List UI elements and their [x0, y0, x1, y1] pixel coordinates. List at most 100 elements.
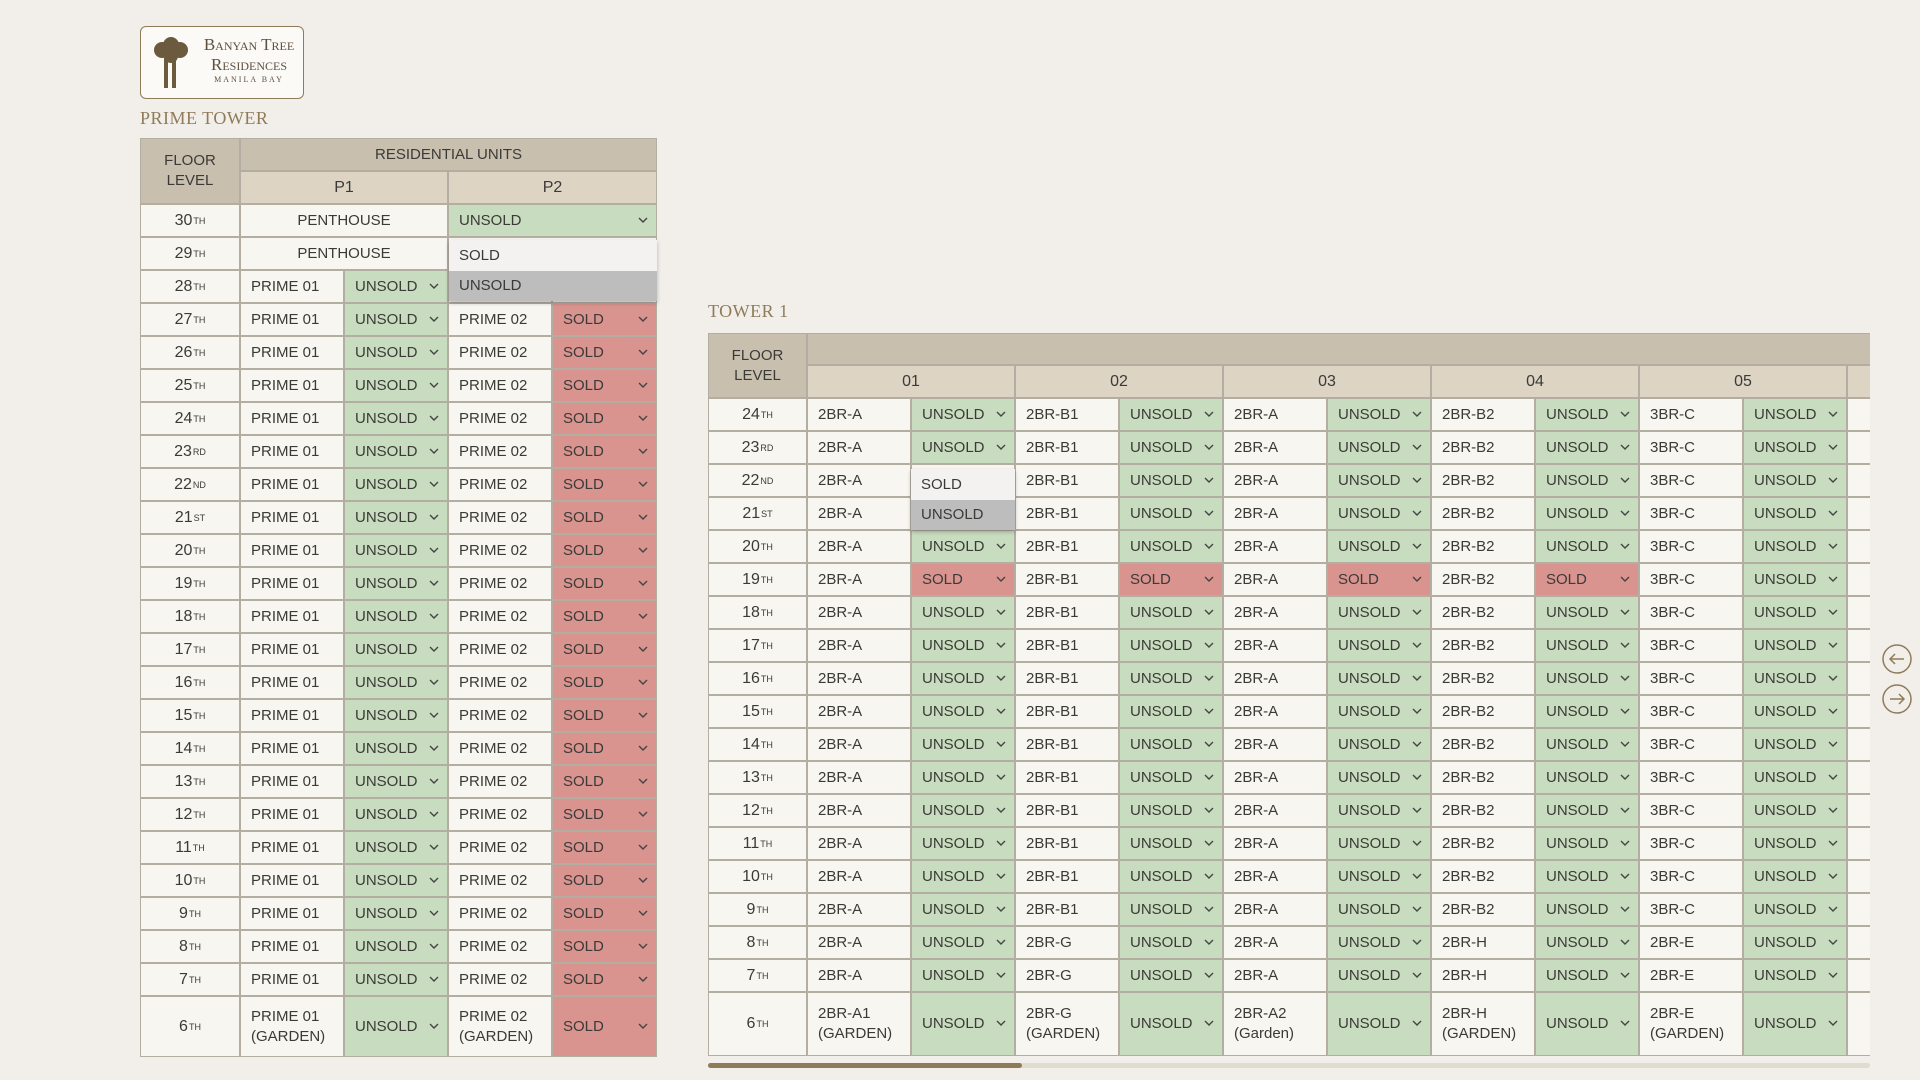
- status-select[interactable]: SOLD: [552, 336, 657, 369]
- status-select[interactable]: UNSOLD: [344, 633, 448, 666]
- status-select[interactable]: UNSOLD: [344, 270, 448, 303]
- status-select[interactable]: UNSOLD: [1327, 794, 1431, 827]
- dropdown-option[interactable]: UNSOLD: [911, 499, 1015, 530]
- status-select[interactable]: UNSOLD: [911, 431, 1015, 464]
- status-select[interactable]: UNSOLD: [1743, 959, 1847, 992]
- status-select[interactable]: SOLD: [552, 798, 657, 831]
- status-select[interactable]: UNSOLD: [1119, 992, 1223, 1056]
- status-select[interactable]: UNSOLD: [1327, 728, 1431, 761]
- status-select[interactable]: UNSOLD: [1743, 398, 1847, 431]
- status-select[interactable]: UNSOLD: [344, 666, 448, 699]
- status-select[interactable]: SOLD: [552, 831, 657, 864]
- status-select[interactable]: UNSOLD: [911, 662, 1015, 695]
- status-select[interactable]: UNSOLD: [1327, 860, 1431, 893]
- status-select[interactable]: UNSOLD: [344, 864, 448, 897]
- status-select[interactable]: SOLD: [1535, 563, 1639, 596]
- status-select[interactable]: UNSOLD: [344, 897, 448, 930]
- status-select[interactable]: SOLD: [552, 303, 657, 336]
- status-select[interactable]: UNSOLD: [911, 695, 1015, 728]
- status-select[interactable]: UNSOLD: [344, 930, 448, 963]
- status-select[interactable]: UNSOLD: [911, 893, 1015, 926]
- status-select[interactable]: SOLD: [552, 369, 657, 402]
- status-select[interactable]: UNSOLD: [1327, 530, 1431, 563]
- status-select[interactable]: UNSOLD: [1327, 398, 1431, 431]
- status-select[interactable]: SOLD: [552, 930, 657, 963]
- status-select[interactable]: UNSOLD: [1327, 596, 1431, 629]
- status-select[interactable]: UNSOLD: [1743, 794, 1847, 827]
- status-select[interactable]: UNSOLD: [1119, 662, 1223, 695]
- scrollbar[interactable]: [708, 1063, 1870, 1068]
- status-select[interactable]: UNSOLD: [1327, 431, 1431, 464]
- status-select[interactable]: UNSOLD: [1327, 497, 1431, 530]
- status-select[interactable]: UNSOLD: [344, 567, 448, 600]
- status-select[interactable]: UNSOLD: [1535, 596, 1639, 629]
- status-select[interactable]: UNSOLD: [344, 435, 448, 468]
- status-select[interactable]: UNSOLD: [1743, 992, 1847, 1056]
- status-select[interactable]: UNSOLD: [344, 303, 448, 336]
- status-select[interactable]: UNSOLD: [1119, 761, 1223, 794]
- status-select[interactable]: UNSOLD: [1119, 959, 1223, 992]
- status-select[interactable]: UNSOLD: [1535, 926, 1639, 959]
- status-select[interactable]: SOLD: [552, 468, 657, 501]
- status-select[interactable]: SOLD: [552, 534, 657, 567]
- status-select[interactable]: UNSOLD: [1119, 596, 1223, 629]
- status-select[interactable]: UNSOLD: [1535, 464, 1639, 497]
- status-select[interactable]: UNSOLD: [1327, 959, 1431, 992]
- status-select[interactable]: SOLD: [552, 699, 657, 732]
- status-select[interactable]: UNSOLD: [1743, 563, 1847, 596]
- status-select[interactable]: SOLD: [552, 963, 657, 996]
- dropdown-option[interactable]: UNSOLD: [449, 270, 657, 301]
- status-select[interactable]: UNSOLD: [1119, 497, 1223, 530]
- status-select[interactable]: UNSOLD: [1535, 860, 1639, 893]
- status-select[interactable]: SOLD: [552, 600, 657, 633]
- status-select[interactable]: UNSOLD: [1119, 629, 1223, 662]
- status-select[interactable]: SOLD: [552, 402, 657, 435]
- status-select[interactable]: UNSOLD: [1743, 629, 1847, 662]
- status-select[interactable]: UNSOLD: [344, 831, 448, 864]
- status-select[interactable]: UNSOLD: [1535, 629, 1639, 662]
- status-select[interactable]: UNSOLD: [1535, 728, 1639, 761]
- status-select[interactable]: UNSOLD: [1743, 893, 1847, 926]
- status-select[interactable]: UNSOLD: [1327, 695, 1431, 728]
- status-select[interactable]: UNSOLD: [1119, 464, 1223, 497]
- status-select[interactable]: UNSOLD: [1743, 860, 1847, 893]
- status-select[interactable]: UNSOLD: [1119, 827, 1223, 860]
- status-select[interactable]: UNSOLD: [1327, 893, 1431, 926]
- status-select[interactable]: SOLD: [552, 765, 657, 798]
- status-select[interactable]: SOLD: [552, 501, 657, 534]
- status-select[interactable]: UNSOLD: [1535, 398, 1639, 431]
- status-select[interactable]: UNSOLD: [1535, 959, 1639, 992]
- status-select[interactable]: UNSOLD: [344, 534, 448, 567]
- status-select[interactable]: UNSOLD: [1119, 695, 1223, 728]
- status-select[interactable]: UNSOLD: [911, 530, 1015, 563]
- status-select[interactable]: SOLD: [552, 435, 657, 468]
- status-select[interactable]: SOLD: [552, 633, 657, 666]
- status-select[interactable]: UNSOLD: [1327, 464, 1431, 497]
- status-select[interactable]: UNSOLD: [344, 798, 448, 831]
- status-select[interactable]: UNSOLD: [1327, 662, 1431, 695]
- status-select[interactable]: UNSOLD: [1119, 794, 1223, 827]
- status-select[interactable]: UNSOLD: [1119, 893, 1223, 926]
- status-select[interactable]: SOLD: [552, 864, 657, 897]
- status-select[interactable]: UNSOLD: [1535, 893, 1639, 926]
- status-select[interactable]: UNSOLD: [344, 765, 448, 798]
- status-select[interactable]: UNSOLD: [911, 728, 1015, 761]
- dropdown-option[interactable]: SOLD: [911, 469, 1015, 500]
- status-select[interactable]: UNSOLD: [911, 992, 1015, 1056]
- status-select[interactable]: UNSOLD: [344, 501, 448, 534]
- status-select[interactable]: UNSOLD: [911, 398, 1015, 431]
- status-select[interactable]: UNSOLD: [344, 369, 448, 402]
- status-select[interactable]: UNSOLD: [911, 860, 1015, 893]
- status-select[interactable]: UNSOLD: [1535, 761, 1639, 794]
- prev-button[interactable]: [1882, 644, 1912, 674]
- status-select[interactable]: UNSOLD: [1743, 530, 1847, 563]
- status-select[interactable]: UNSOLD: [1535, 497, 1639, 530]
- status-select[interactable]: UNSOLD: [1327, 992, 1431, 1056]
- status-select[interactable]: UNSOLD: [1327, 629, 1431, 662]
- status-select[interactable]: UNSOLD: [1743, 827, 1847, 860]
- status-select[interactable]: UNSOLD: [344, 699, 448, 732]
- status-select[interactable]: UNSOLD: [344, 996, 448, 1057]
- status-select[interactable]: UNSOLD: [344, 963, 448, 996]
- status-select[interactable]: UNSOLD: [911, 959, 1015, 992]
- status-select[interactable]: UNSOLD: [1743, 695, 1847, 728]
